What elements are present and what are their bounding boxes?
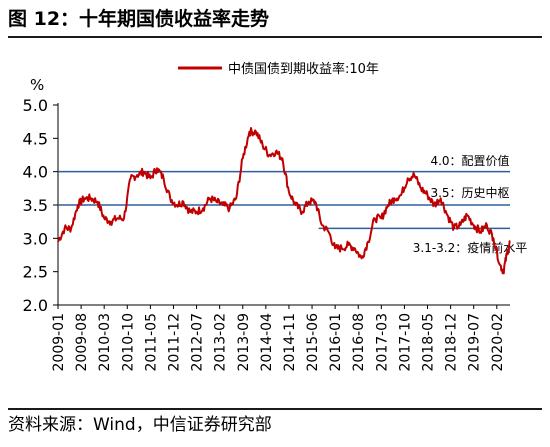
x-tick-label: 2010-03 [97,313,113,372]
y-tick-label: 4.0 [23,163,48,182]
x-tick-label: 2013-02 [213,313,229,372]
series-line [57,127,511,275]
y-tick-label: 3.0 [23,229,48,248]
x-tick-label: 2011-12 [166,313,182,372]
y-tick-label: 2.5 [23,263,48,282]
figure-title: 图 12：十年期国债收益率走势 [8,2,542,38]
x-tick-label: 2020-02 [490,313,506,372]
source-note: 资料来源：Wind，中信证券研究部 [8,408,542,438]
legend: 中债国债到期收益率:10年 [178,61,379,77]
y-tick-label: 2.0 [23,296,48,315]
y-tick-label: 4.5 [23,129,48,148]
legend-label: 中债国债到期收益率:10年 [228,61,379,77]
reference-line-group: 4.0：配置价值 3.5：历史中枢 3.1-3.2：疫情前水平 [58,153,527,255]
x-tick-label: 2016-01 [328,313,344,372]
x-tick-label: 2009-08 [74,313,90,372]
x-tick-label: 2016-08 [351,313,367,372]
reference-line-label: 3.1-3.2：疫情前水平 [413,240,528,255]
y-tick-label: 3.5 [23,196,48,215]
y-axis-unit-label: % [30,76,44,94]
x-tick-label: 2019-07 [467,313,483,372]
x-tick-label: 2010-10 [120,313,136,372]
x-tick-label: 2011-05 [143,313,159,372]
x-tick-group: 2009-01 2009-08 2010-03 2010-10 2011-05 2011-… [51,305,506,372]
reference-line-label: 4.0：配置价值 [430,153,509,168]
x-tick-label: 2018-05 [421,313,437,372]
x-tick-label: 2017-03 [374,313,390,372]
x-tick-label: 2014-04 [259,313,275,372]
series-group [57,127,511,275]
x-tick-label: 2012-07 [190,313,206,372]
x-tick-label: 2013-09 [236,313,252,372]
reference-line-label: 3.5：历史中枢 [430,185,509,200]
x-tick-label: 2017-10 [397,313,413,372]
y-tick-label: 5.0 [23,96,48,115]
x-tick-label: 2015-06 [305,313,321,372]
x-tick-label: 2009-01 [51,313,67,372]
x-tick-label: 2018-12 [444,313,460,372]
x-tick-label: 2014-11 [282,313,298,372]
y-tick-group: 5.0 4.5 4.0 3.5 3.0 2.5 2.0 [23,96,58,315]
